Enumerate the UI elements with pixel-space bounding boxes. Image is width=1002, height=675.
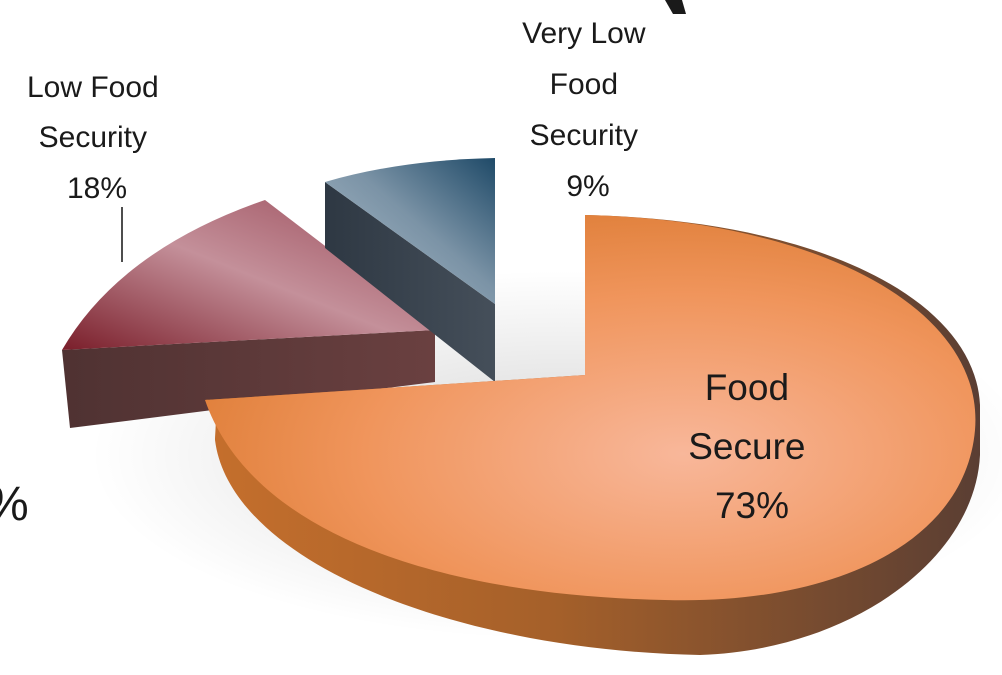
slice-top-very-low-food-security	[325, 158, 495, 304]
label-very-low-food-security: Very Low Food Security 9%	[522, 17, 654, 203]
cropped-percent-fragment: %	[0, 478, 29, 531]
slice-top-low-food-security	[62, 200, 435, 350]
pie-slice-low-food-security	[62, 200, 435, 428]
label-low-food-security: Low Food Security 18%	[27, 71, 167, 205]
pie-slice-very-low-food-security	[325, 158, 495, 382]
slice-side-very-low-food-security	[325, 182, 495, 382]
slice-side-low-food-security	[62, 330, 435, 428]
cropped-letter-fragment	[665, 0, 686, 14]
pie-slice-food-secure	[205, 215, 980, 655]
slice-top-food-secure	[205, 215, 976, 601]
label-food-secure: Food Secure 73%	[688, 367, 816, 526]
